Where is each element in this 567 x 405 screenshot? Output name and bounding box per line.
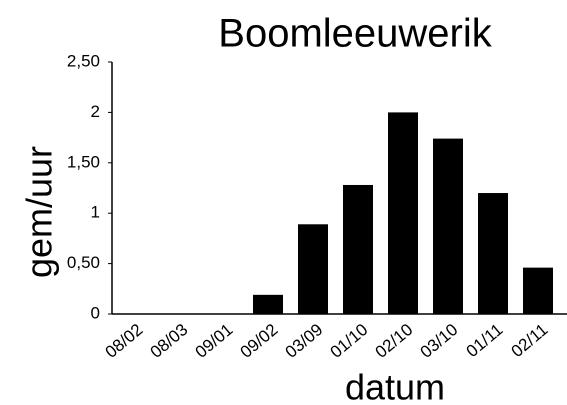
y-tick-label: 0 <box>91 303 100 322</box>
x-tick-label: 02/11 <box>508 320 552 361</box>
y-label-bg <box>22 150 60 280</box>
x-tick-label: 09/01 <box>192 320 237 362</box>
y-axis-label: gem/uur <box>19 146 60 278</box>
bar <box>478 193 508 314</box>
plot: 0 0,50 1 1,50 2 2,50 08/02 08/03 09/01 09/02 03/09… <box>67 51 567 362</box>
bar <box>298 224 328 314</box>
bar <box>343 184 373 314</box>
bar <box>253 294 283 314</box>
bar <box>388 112 418 315</box>
x-tick-label: 01/10 <box>327 320 372 362</box>
x-tick-label: 09/02 <box>237 320 282 362</box>
bar <box>433 138 463 314</box>
y-tick-label: 2 <box>91 102 100 121</box>
x-tick-label: 02/10 <box>372 320 417 362</box>
x-tick-label: 03/09 <box>282 320 327 362</box>
x-axis-label: datum <box>345 367 445 405</box>
y-tick-label: 0,50 <box>67 253 100 272</box>
bar <box>523 267 553 314</box>
y-tick-label: 1,50 <box>67 152 100 171</box>
x-tick-label: 08/02 <box>102 320 147 362</box>
y-tick-label: 2,50 <box>67 51 100 70</box>
x-tick-label: 03/10 <box>417 320 462 362</box>
y-tick-label: 1 <box>91 203 100 222</box>
chart-title: Boomleeuwerik <box>218 12 492 56</box>
x-tick-label: 01/11 <box>463 320 507 361</box>
x-tick-label: 08/03 <box>147 320 192 362</box>
